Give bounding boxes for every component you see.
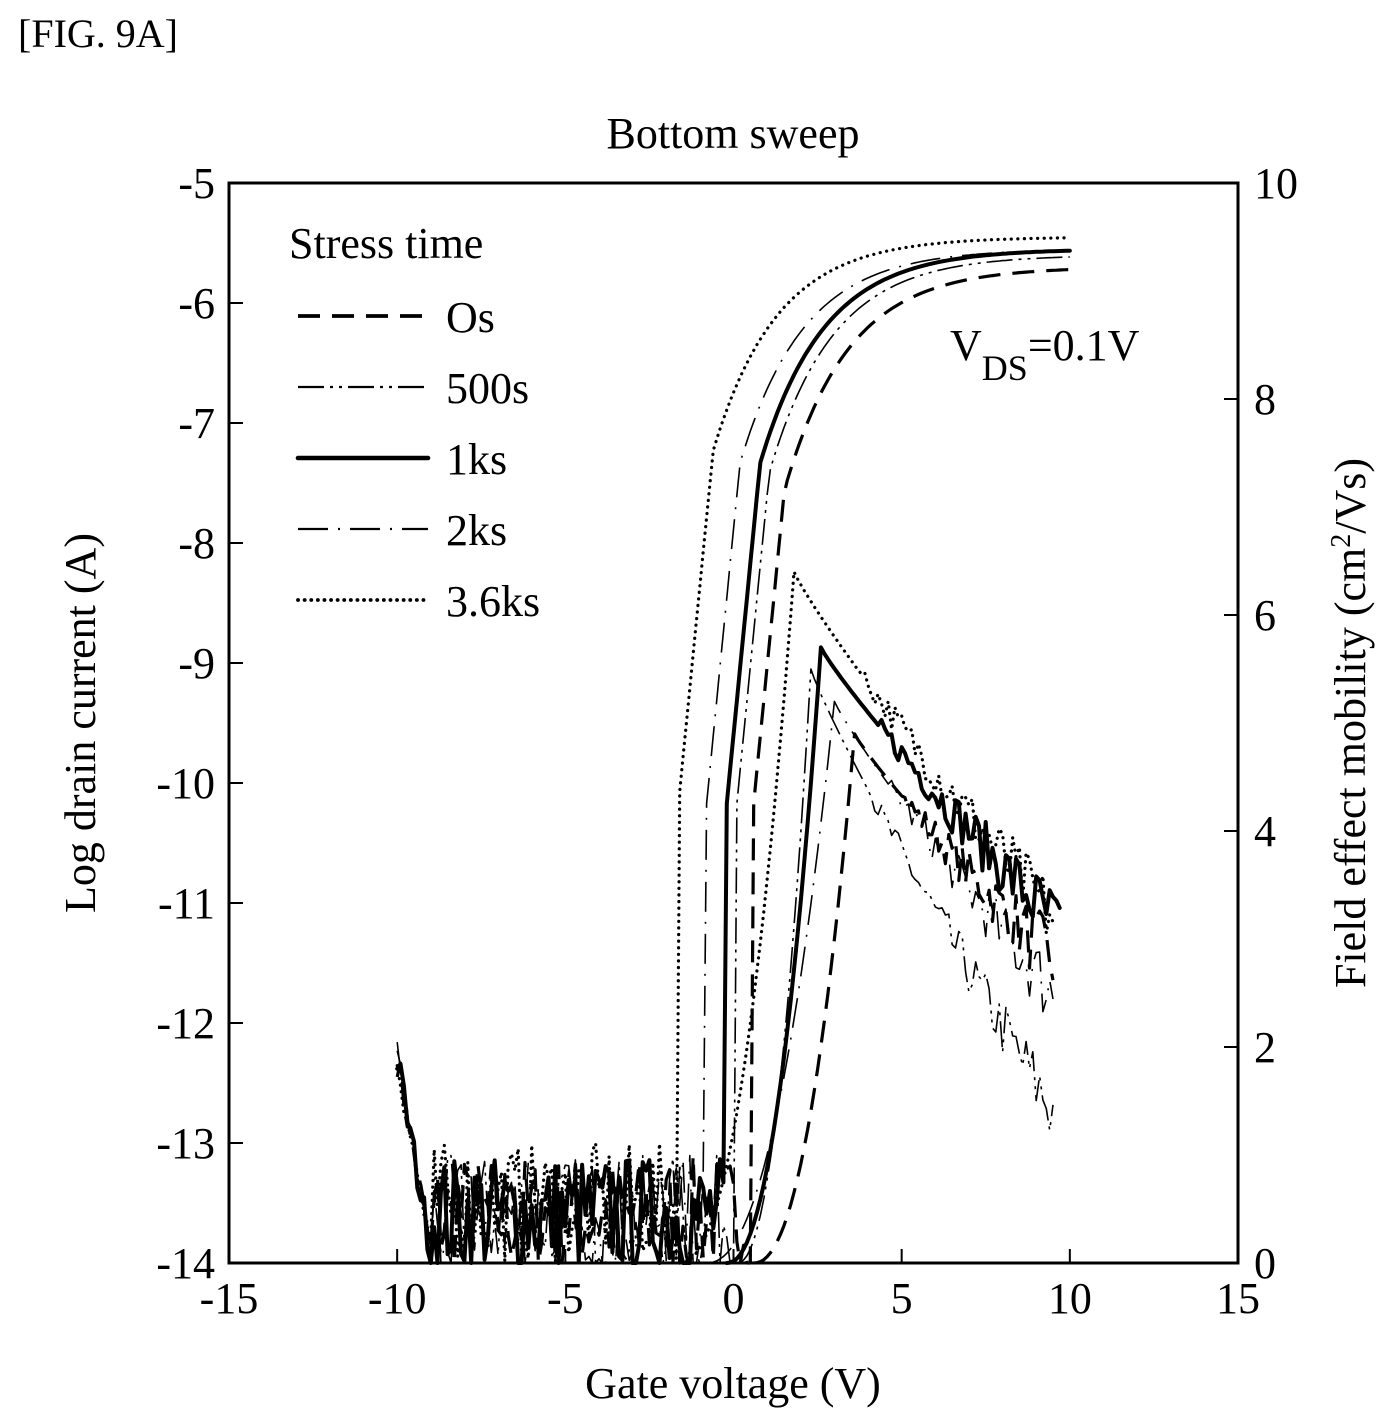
transfer-curve-Os <box>395 267 1077 1265</box>
x-tick-label: -10 <box>368 1274 427 1323</box>
y2-tick-label: 10 <box>1254 159 1298 208</box>
transfer-curve-3-6ks <box>395 236 1072 1264</box>
x-tick-label: -15 <box>200 1274 259 1323</box>
y-tick-label: -8 <box>178 519 215 568</box>
y-tick-label: -5 <box>178 159 215 208</box>
legend-entry: 3.6ks <box>296 577 540 626</box>
legend-entry: 1ks <box>295 435 507 484</box>
y-tick-label: -12 <box>156 999 215 1048</box>
x-axis-title: Gate voltage (V) <box>585 1359 881 1408</box>
y2-axis-title-main: Field effect mobility (cm <box>1326 548 1375 988</box>
y-tick-label: -7 <box>178 399 215 448</box>
y2-axis-title: Field effect mobility (cm2/Vs) <box>1326 458 1376 988</box>
mobility-curve-500s <box>736 668 1054 1264</box>
mobility-curve-Os <box>753 732 1055 1265</box>
mobility-curve-3-6ks <box>678 570 1055 1265</box>
legend: Stress time Os 500s 1ks 2ks 3.6ks <box>289 219 540 626</box>
y2-tick-label: 2 <box>1254 1023 1276 1072</box>
vds-annotation-tail: =0.1V <box>1028 321 1140 370</box>
x-tick-label: 15 <box>1216 1274 1260 1323</box>
y2-tick-label: 6 <box>1254 591 1276 640</box>
x-tick-label: 5 <box>891 1274 913 1323</box>
vds-annotation-main: V <box>950 321 982 370</box>
y-tick-label: -11 <box>158 879 215 928</box>
legend-label: Os <box>446 293 495 342</box>
transfer-curve-2ks <box>396 249 1070 1264</box>
y-tick-label: -13 <box>156 1119 215 1168</box>
y-tick-label: -14 <box>156 1239 215 1288</box>
legend-label: 500s <box>446 364 529 413</box>
legend-label: 3.6ks <box>446 577 540 626</box>
y2-axis-title-tail: /Vs) <box>1326 458 1375 534</box>
y-tick-label: -9 <box>178 639 215 688</box>
y-tick-label: -6 <box>178 279 215 328</box>
y-axis-left: -5 -6 -7 -8 -9 -10 -11 -12 -13 -14 <box>156 159 243 1288</box>
y-tick-label: -10 <box>156 759 215 808</box>
legend-title: Stress time <box>289 219 483 268</box>
legend-label: 1ks <box>446 435 507 484</box>
x-axis: -15 -10 -5 0 5 10 15 <box>200 1249 1260 1323</box>
transfer-curve-500s <box>396 256 1070 1264</box>
y-axis-title: Log drain current (A) <box>56 533 105 913</box>
y2-tick-label: 4 <box>1254 807 1276 856</box>
legend-entry: 500s <box>298 364 529 413</box>
legend-entry: 2ks <box>298 506 507 555</box>
plot-area <box>395 236 1077 1265</box>
chart-title: Bottom sweep <box>607 109 860 158</box>
vds-annotation-sub: DS <box>982 348 1028 388</box>
legend-label: 2ks <box>446 506 507 555</box>
y2-axis-title-sup: 2 <box>1326 534 1357 548</box>
vds-annotation: VDS=0.1V <box>950 321 1140 388</box>
x-tick-label: 0 <box>723 1274 745 1323</box>
x-tick-label: 10 <box>1048 1274 1092 1323</box>
mobility-curve-1ks <box>724 645 1062 1265</box>
legend-entry: Os <box>298 293 495 342</box>
x-tick-label: -5 <box>547 1274 584 1323</box>
y2-tick-label: 8 <box>1254 375 1276 424</box>
figure-label: [FIG. 9A] <box>18 11 178 56</box>
mobility-curve-2ks <box>706 700 1054 1264</box>
y-axis-right: 10 8 6 4 2 0 <box>1224 159 1298 1288</box>
y2-tick-label: 0 <box>1254 1239 1276 1288</box>
